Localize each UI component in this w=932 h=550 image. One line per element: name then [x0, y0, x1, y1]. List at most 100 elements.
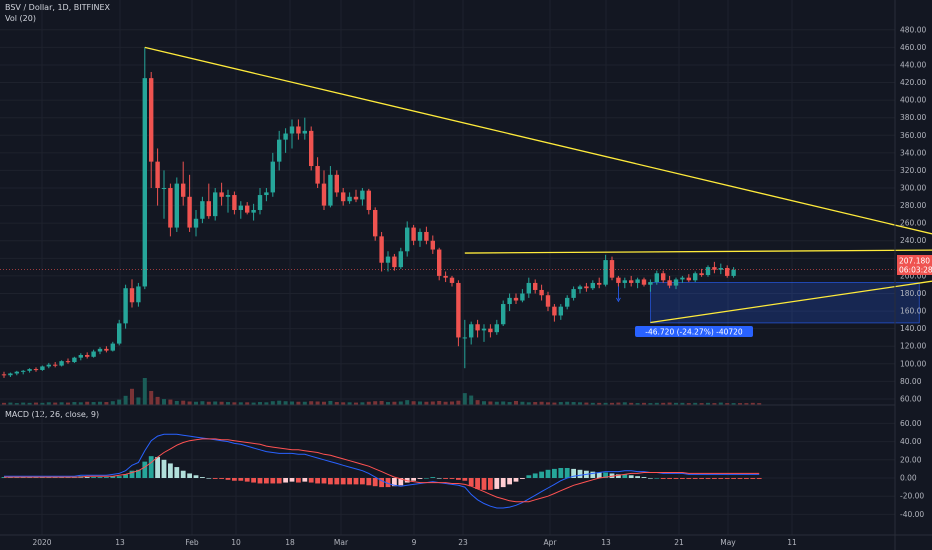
volume-bar	[622, 402, 627, 405]
candle-body	[193, 218, 199, 228]
candle-body	[97, 348, 103, 352]
price-axis-tick: 380.00	[900, 113, 926, 122]
volume-bar	[693, 402, 698, 405]
time-axis-tick: Apr	[544, 538, 558, 547]
volume-bar	[206, 401, 211, 405]
macd-histogram-bar	[475, 478, 480, 489]
volume-bar	[59, 402, 64, 405]
candle-body	[302, 130, 307, 134]
macd-histogram-bar	[660, 478, 666, 479]
candle-body	[110, 343, 115, 351]
bar-countdown: 06:03:28	[899, 266, 932, 275]
macd-histogram-bar	[97, 477, 103, 478]
candle-body	[289, 126, 295, 134]
volume-bar	[34, 402, 38, 405]
volume-bar	[174, 400, 179, 405]
volume-bar	[27, 402, 32, 405]
candle-body	[417, 231, 423, 241]
macd-histogram-bar	[558, 467, 564, 478]
candle-body	[104, 348, 109, 351]
volume-bar	[725, 403, 730, 405]
candle-body	[616, 277, 621, 283]
volume-bar	[680, 402, 685, 405]
price-axis-tick: 140.00	[900, 324, 926, 333]
volume-bar	[699, 403, 704, 405]
volume-bar	[654, 402, 659, 405]
measure-label-bg	[635, 326, 753, 337]
macd-histogram-bar	[648, 478, 653, 479]
candle-body	[661, 273, 666, 281]
volume-bar	[149, 390, 154, 405]
macd-histogram-bar	[104, 477, 109, 478]
volume-bar	[546, 402, 550, 405]
candle-body	[558, 306, 563, 316]
candle-body	[635, 279, 640, 283]
macd-histogram-bar	[225, 478, 231, 480]
candle-body	[347, 196, 352, 202]
volume-bar	[21, 402, 26, 405]
candle-body	[174, 183, 179, 228]
candle-body	[321, 183, 327, 206]
volume-bar	[2, 402, 6, 405]
price-axis-tick: 200.00	[900, 271, 926, 280]
trendline	[650, 280, 932, 324]
macd-histogram-bar	[264, 478, 269, 484]
macd-histogram-bar	[334, 478, 340, 485]
candle-body	[481, 328, 487, 331]
macd-histogram-bar	[353, 478, 359, 485]
candle-body	[680, 277, 685, 280]
macd-histogram-bar	[91, 477, 96, 478]
macd-histogram-bar	[564, 467, 570, 478]
volume-bar	[123, 395, 128, 405]
macd-histogram-bar	[737, 478, 743, 479]
candle-body	[373, 209, 378, 237]
volume-bar	[738, 403, 742, 405]
macd-histogram-bar	[129, 470, 135, 478]
macd-histogram-bar	[449, 478, 455, 479]
macd-histogram-bar	[360, 478, 365, 485]
candle-body	[187, 196, 192, 228]
macd-histogram-bar	[155, 457, 160, 478]
macd-axis-tick: -40.00	[900, 510, 924, 519]
macd-histogram-bar	[372, 478, 378, 487]
macd-histogram-bar	[366, 478, 372, 486]
macd-histogram-bar	[308, 478, 314, 483]
price-axis-tick: 80.00	[900, 377, 922, 386]
volume-bar	[366, 401, 371, 405]
volume-bar	[494, 401, 499, 405]
macd-histogram-bar	[379, 478, 384, 488]
volume-bar	[130, 388, 134, 405]
price-axis-tick: 260.00	[900, 219, 926, 228]
volume-bar	[251, 402, 256, 405]
volume-bar	[456, 400, 461, 405]
macd-histogram-bar	[257, 478, 263, 484]
volume-bar	[398, 401, 403, 405]
macd-histogram-bar	[302, 478, 308, 482]
candle-body	[705, 267, 711, 276]
volume-bar	[104, 402, 109, 405]
candle-body	[238, 205, 243, 210]
candle-body	[245, 205, 250, 213]
price-axis-tick: 60.00	[900, 394, 922, 403]
candle-body	[411, 227, 416, 241]
candle-body	[117, 323, 122, 344]
volume-bar	[187, 401, 192, 405]
volume-bar	[98, 401, 102, 405]
volume-bar	[392, 401, 397, 405]
candle-body	[161, 188, 167, 190]
candle-body	[21, 370, 26, 372]
macd-histogram-bar	[385, 478, 391, 488]
macd-histogram-bar	[116, 476, 122, 478]
macd-histogram-bar	[756, 478, 762, 479]
macd-axis-tick: 0.00	[900, 474, 917, 483]
candle-body	[673, 279, 679, 286]
candle-body	[475, 324, 480, 331]
volume-bar	[302, 401, 307, 405]
candle-body	[539, 289, 544, 296]
macd-histogram-bar	[641, 477, 647, 478]
macd-histogram-bar	[251, 478, 256, 483]
candle-body	[8, 373, 13, 376]
candle-body	[469, 324, 474, 338]
volume-bar	[526, 402, 531, 405]
